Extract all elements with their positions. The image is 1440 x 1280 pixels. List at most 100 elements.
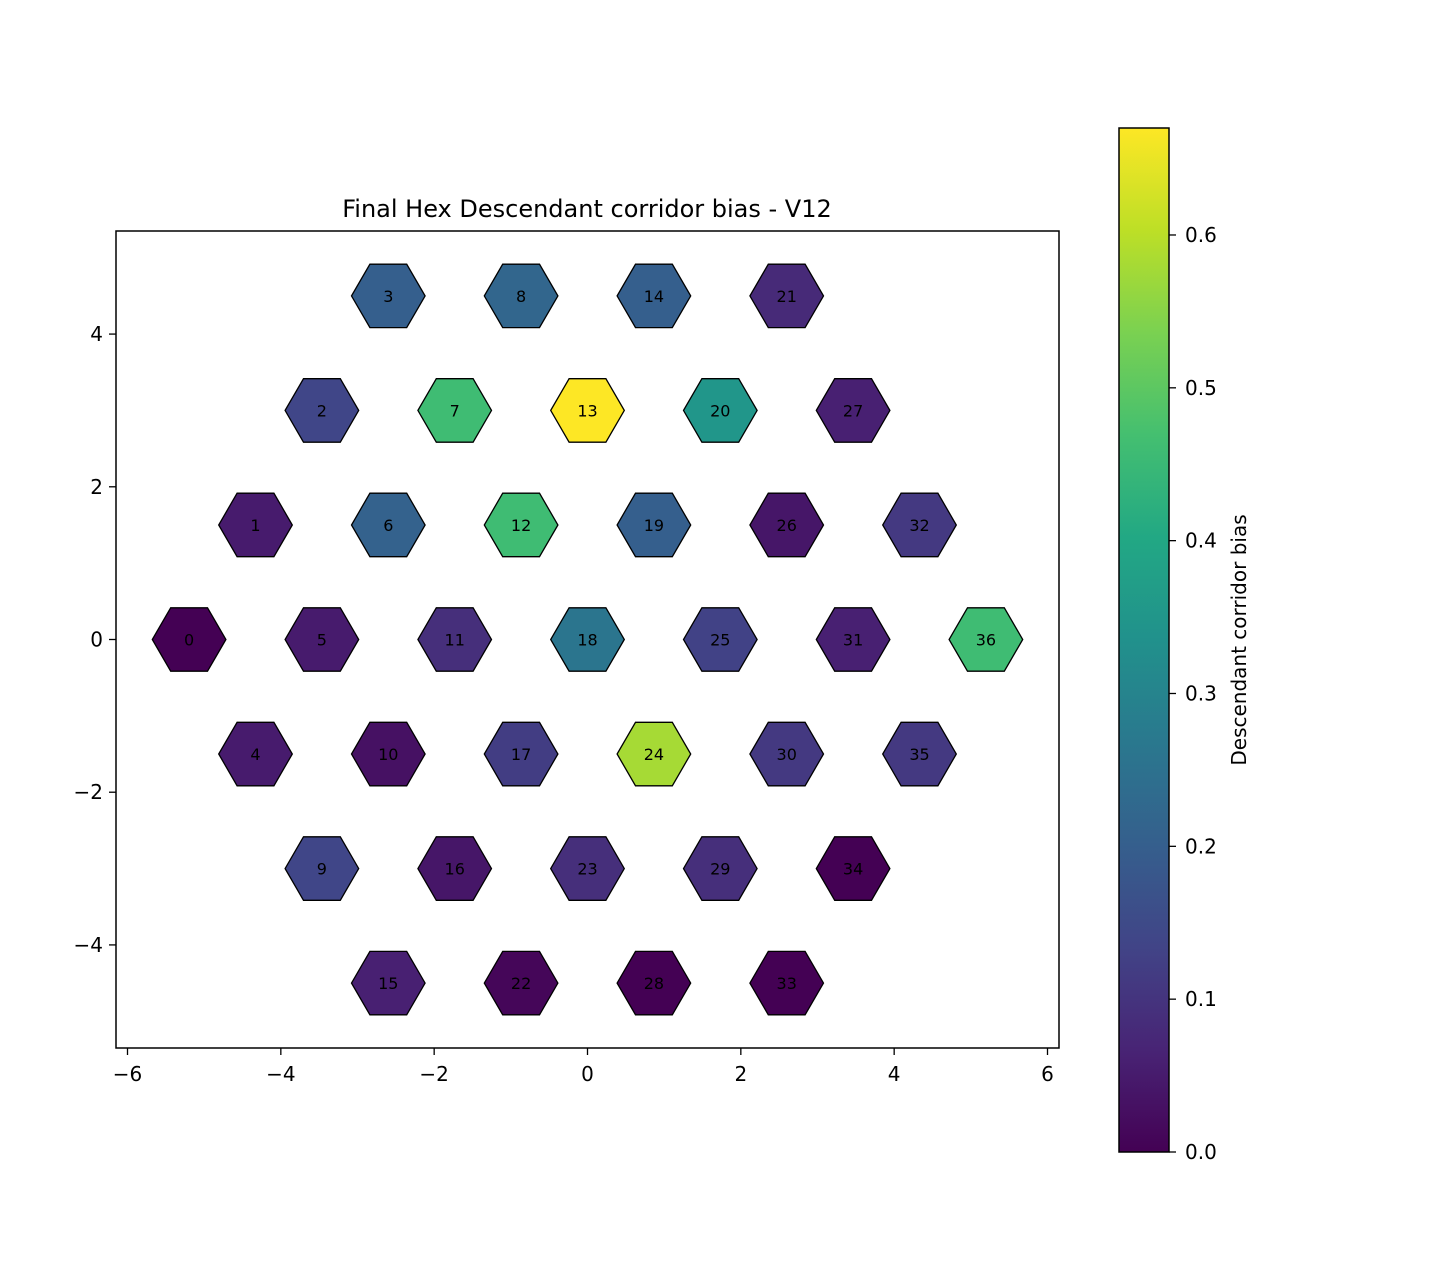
hex-cell-23	[549, 836, 626, 901]
hex-cell-5	[284, 607, 360, 672]
hex-cell-1	[217, 492, 294, 558]
y-tick-label-0: −4	[74, 933, 103, 957]
hex-cell-19	[616, 492, 692, 558]
colorbar-tick-label-3: 0.3	[1185, 681, 1217, 705]
hex-cell-label-14: 14	[644, 287, 664, 306]
hex-cell-4	[217, 721, 294, 787]
hex-cell-label-28: 28	[644, 974, 664, 993]
hex-cell-18	[549, 607, 626, 672]
hex-cell-label-25: 25	[710, 631, 730, 650]
hex-cell-label-23: 23	[577, 860, 597, 879]
hex-cell-26	[749, 492, 825, 558]
hex-cell-32	[881, 492, 958, 558]
colorbar-tick-label-1: 0.1	[1185, 987, 1217, 1011]
hex-cell-label-15: 15	[378, 974, 398, 993]
hex-cell-label-7: 7	[450, 401, 460, 420]
y-tick-label-3: 2	[90, 475, 103, 499]
y-tick-label-2: 0	[90, 628, 103, 652]
hex-cell-label-2: 2	[317, 401, 327, 420]
hex-cell-label-12: 12	[511, 516, 531, 535]
hex-cell-20	[682, 378, 758, 443]
hex-cell-10	[350, 721, 426, 787]
x-tick-label-0: −6	[113, 1062, 142, 1086]
hex-cell-24	[616, 721, 692, 787]
hex-cell-label-5: 5	[317, 631, 327, 650]
hex-cell-27	[815, 378, 891, 443]
x-tick-label-4: 2	[734, 1062, 747, 1086]
hex-cell-label-8: 8	[516, 287, 526, 306]
hex-cell-label-29: 29	[710, 860, 730, 879]
hex-cell-label-22: 22	[511, 974, 531, 993]
hex-cell-11	[417, 607, 493, 672]
colorbar-axis: 0.0 0.1 0.2 0.3 0.4 0.5 0.6	[1169, 223, 1217, 1164]
hex-cell-12	[483, 492, 559, 558]
hex-cell-label-3: 3	[383, 287, 393, 306]
colorbar-tick-label-5: 0.5	[1185, 376, 1217, 400]
x-tick-label-2: −2	[419, 1062, 448, 1086]
hex-cell-14	[616, 263, 692, 329]
x-tick-label-5: 4	[888, 1062, 901, 1086]
hex-cell-label-31: 31	[843, 631, 863, 650]
hex-cell-label-20: 20	[710, 401, 730, 420]
hex-cell-label-17: 17	[511, 745, 531, 764]
hex-cell-label-30: 30	[777, 745, 797, 764]
hex-cell-22	[483, 950, 559, 1016]
x-tick-label-3: 0	[581, 1062, 594, 1086]
y-tick-label-1: −2	[74, 780, 103, 804]
colorbar-tick-label-4: 0.4	[1185, 529, 1217, 553]
hex-cell-label-9: 9	[317, 860, 327, 879]
colorbar-label: Descendant corridor bias	[1227, 514, 1251, 765]
hex-cell-label-34: 34	[843, 860, 863, 879]
hex-cell-34	[815, 836, 891, 901]
hex-cell-label-36: 36	[976, 631, 996, 650]
chart-title: Final Hex Descendant corridor bias - V12	[342, 195, 832, 223]
hex-cell-label-4: 4	[250, 745, 260, 764]
hex-cell-label-21: 21	[777, 287, 797, 306]
colorbar-tick-label-0: 0.0	[1185, 1140, 1217, 1164]
hex-cell-3	[350, 263, 426, 329]
colorbar	[1118, 127, 1170, 1153]
colorbar-tick-label-2: 0.2	[1185, 834, 1217, 858]
x-tick-label-6: 6	[1041, 1062, 1054, 1086]
hex-cell-35	[881, 721, 958, 787]
hex-cells: 0123456789101112131415161718192021222324…	[151, 263, 1024, 1016]
hex-cell-31	[815, 607, 891, 672]
hex-cell-label-35: 35	[909, 745, 929, 764]
hex-cell-label-18: 18	[577, 631, 597, 650]
y-axis: −4 −2 0 2 4	[74, 322, 116, 957]
hex-cell-25	[682, 607, 758, 672]
hex-cell-16	[417, 836, 493, 901]
colorbar-tick-label-6: 0.6	[1185, 223, 1217, 247]
hex-cell-6	[350, 492, 426, 558]
hex-cell-label-1: 1	[250, 516, 260, 535]
hex-cell-0	[151, 607, 227, 672]
hex-cell-36	[948, 607, 1024, 672]
hex-cell-label-6: 6	[383, 516, 393, 535]
hex-cell-15	[350, 950, 426, 1016]
hex-cell-label-13: 13	[577, 401, 597, 420]
hex-cell-28	[616, 950, 692, 1016]
hex-cell-label-19: 19	[644, 516, 664, 535]
hex-cell-8	[483, 263, 559, 329]
hex-cell-33	[749, 950, 825, 1016]
x-tick-label-1: −4	[266, 1062, 295, 1086]
hex-cell-label-24: 24	[644, 745, 664, 764]
hex-cell-29	[682, 836, 758, 901]
hex-cell-17	[483, 721, 559, 787]
hex-cell-2	[284, 378, 360, 443]
hex-cell-label-26: 26	[777, 516, 797, 535]
y-tick-label-4: 4	[90, 322, 103, 346]
hex-cell-label-10: 10	[378, 745, 398, 764]
hex-cell-label-16: 16	[445, 860, 465, 879]
hex-cell-label-0: 0	[184, 631, 194, 650]
hex-cell-label-32: 32	[909, 516, 929, 535]
hex-cell-13	[549, 378, 626, 443]
hex-cell-21	[749, 263, 825, 329]
hex-cell-9	[284, 836, 360, 901]
hex-cell-label-33: 33	[777, 974, 797, 993]
hex-cell-30	[749, 721, 825, 787]
hex-cell-7	[417, 378, 493, 443]
hex-cell-label-27: 27	[843, 401, 863, 420]
hex-cell-label-11: 11	[445, 631, 465, 650]
